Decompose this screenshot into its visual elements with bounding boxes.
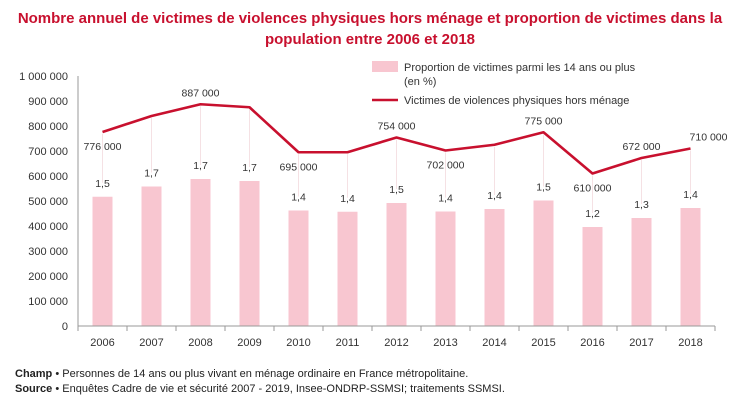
bar-data-label: 1,4	[487, 190, 502, 202]
combo-chart: 0 100 000 200 000 300 000 400 000 500 000 600 …	[19, 61, 728, 349]
x-tick-label: 2018	[678, 337, 702, 349]
y-tick-label: 100 000	[28, 296, 68, 308]
bar-data-label: 1,7	[242, 162, 257, 174]
x-tick-label: 2014	[482, 337, 506, 349]
bar	[680, 208, 701, 326]
bar	[190, 179, 211, 326]
bar	[435, 211, 456, 326]
source-text: • Enquêtes Cadre de vie et sécurité 2007…	[52, 383, 505, 395]
y-tick-label: 400 000	[28, 221, 68, 233]
champ-note: Champ • Personnes de 14 ans ou plus viva…	[15, 367, 505, 382]
x-tick-label: 2011	[336, 337, 360, 349]
legend-label-line: Victimes de violences physiques hors mén…	[404, 95, 629, 107]
source-note: Source • Enquêtes Cadre de vie et sécuri…	[15, 382, 505, 397]
x-tick-label: 2010	[286, 337, 310, 349]
line-data-label: 887 000	[182, 87, 220, 99]
line-data-label: 672 000	[623, 141, 661, 153]
bar	[533, 200, 554, 326]
line-data-label: 776 000	[84, 141, 122, 153]
bar-data-label: 1,4	[340, 193, 355, 205]
series-line	[102, 102, 691, 175]
y-tick-label: 500 000	[28, 196, 68, 208]
x-tick-label: 2012	[384, 337, 408, 349]
chart-title-line-2: population entre 2006 et 2018	[264, 31, 476, 48]
bar-data-label: 1,2	[585, 208, 600, 220]
x-tick-label: 2017	[629, 337, 653, 349]
bar-data-label: 1,4	[438, 193, 453, 205]
line-data-label: 754 000	[378, 121, 416, 133]
chart-title: Nombre annuel de victimes de violences p…	[0, 8, 740, 50]
bar-data-label: 1,3	[634, 199, 649, 211]
y-tick-label: 300 000	[28, 246, 68, 258]
bar-data-label: 1,7	[193, 160, 208, 172]
line-data-label: 775 000	[525, 115, 563, 127]
legend-swatch-bars	[372, 61, 398, 72]
bar	[631, 218, 652, 326]
y-tick-label: 900 000	[28, 96, 68, 108]
legend-label-bars-unit: (en %)	[404, 76, 436, 88]
line-data-label: 610 000	[574, 183, 612, 195]
x-tick-label: 2009	[237, 337, 261, 349]
bar-data-label: 1,5	[95, 178, 110, 190]
chart-notes: Champ • Personnes de 14 ans ou plus viva…	[15, 367, 505, 397]
bar-data-label: 1,5	[536, 182, 551, 194]
bar	[582, 227, 603, 326]
x-tick-label: 2006	[90, 337, 114, 349]
y-tick-label: 800 000	[28, 121, 68, 133]
champ-label: Champ	[15, 368, 53, 380]
bar-data-label: 1,4	[291, 192, 306, 204]
y-tick-label: 700 000	[28, 146, 68, 158]
legend-label-bars: Proportion de victimes parmi les 14 ans …	[404, 62, 636, 74]
bar-data-label: 1,7	[144, 168, 159, 180]
line-data-label: 710 000	[690, 132, 728, 144]
y-tick-label: 1 000 000	[19, 71, 68, 83]
x-tick-label: 2008	[188, 337, 212, 349]
bar	[386, 203, 407, 326]
bar	[239, 181, 260, 326]
x-tick-label: 2013	[433, 337, 457, 349]
x-tick-label: 2016	[580, 337, 604, 349]
x-tick-label: 2007	[139, 337, 163, 349]
chart-title-line-1: Nombre annuel de victimes de violences p…	[17, 10, 723, 27]
bar-data-label: 1,5	[389, 184, 404, 196]
bar	[141, 186, 162, 326]
line-data-label: 695 000	[280, 161, 318, 173]
x-tick-label: 2015	[531, 337, 555, 349]
bar	[337, 211, 358, 326]
y-tick-label: 600 000	[28, 171, 68, 183]
bar	[484, 209, 505, 326]
source-label: Source	[15, 383, 53, 395]
bar-data-label: 1,4	[683, 189, 698, 201]
y-tick-label: 0	[62, 321, 68, 333]
line-data-label: 702 000	[427, 160, 465, 172]
champ-text: • Personnes de 14 ans ou plus vivant en …	[52, 368, 469, 380]
bar	[288, 210, 309, 326]
y-tick-label: 200 000	[28, 271, 68, 283]
bar	[92, 196, 113, 326]
